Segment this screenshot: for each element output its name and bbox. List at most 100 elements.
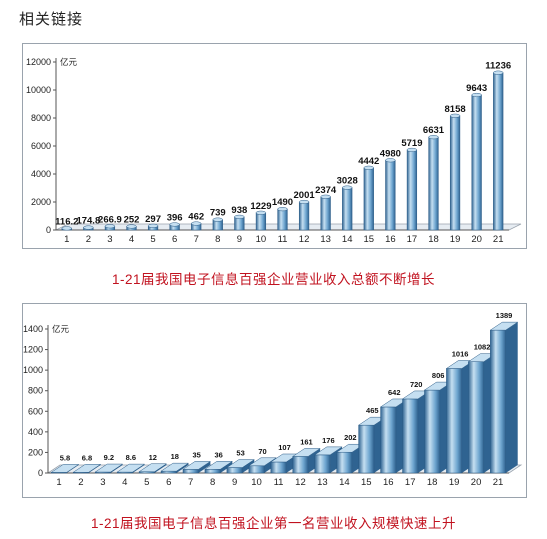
bar [226, 467, 243, 474]
bar [255, 212, 267, 231]
bar-top [72, 464, 102, 473]
x-tick-label: 9 [232, 477, 237, 488]
bar-top [342, 185, 353, 190]
y-tick-label: 0 [46, 225, 51, 235]
x-tick-label: 13 [317, 477, 328, 488]
x-tick-label: 4 [129, 234, 134, 245]
bar-top [489, 321, 519, 331]
data-label: 35 [193, 450, 201, 459]
bar [182, 469, 199, 474]
x-tick-label: 14 [342, 234, 353, 245]
x-tick-label: 20 [471, 234, 482, 245]
y-tick-label: 200 [28, 447, 43, 457]
x-tick-label: 14 [339, 477, 350, 488]
data-label: 174.8 [76, 216, 100, 227]
bar [380, 406, 397, 474]
x-tick-label: 3 [107, 234, 112, 245]
x-tick-label: 12 [295, 477, 306, 488]
y-tick-label: 10000 [26, 85, 51, 95]
bar [342, 187, 353, 231]
x-tick-label: 5 [150, 234, 155, 245]
bar [160, 470, 177, 474]
y-tick-label: 0 [38, 468, 43, 478]
bar [363, 167, 374, 231]
x-tick-label: 1 [64, 234, 69, 245]
bar-side [242, 459, 255, 473]
bar-top [406, 147, 418, 152]
bar-top [226, 459, 256, 468]
data-label: 70 [258, 447, 266, 456]
bar-top [320, 194, 331, 199]
bar [428, 136, 439, 231]
x-tick-label: 7 [188, 477, 193, 488]
x-tick-label: 10 [251, 477, 262, 488]
bar [385, 160, 396, 231]
bar-top [493, 70, 504, 75]
data-label: 161 [300, 437, 313, 446]
y-tick-label: 2000 [31, 197, 51, 207]
x-tick-label: 13 [320, 234, 331, 245]
bar [314, 454, 331, 474]
x-tick-label: 17 [407, 234, 418, 245]
bar [270, 461, 287, 474]
data-label: 53 [236, 449, 244, 458]
bar-side [198, 461, 211, 473]
bar [402, 398, 419, 474]
x-tick-label: 5 [144, 477, 149, 488]
data-label: 4980 [380, 148, 401, 159]
chart-top-company-revenue-svg: 亿元 0 200 400 600 800 1000 1200 1400 5.8 1 6.8 2 9.2 3 8… [23, 311, 523, 488]
x-tick-label: 10 [256, 234, 267, 245]
bar-top [116, 463, 146, 473]
data-label: 465 [366, 406, 379, 415]
bar-top [428, 135, 439, 140]
bar-top [471, 92, 482, 98]
data-label: 11236 [485, 61, 511, 72]
x-tick-label: 2 [86, 234, 91, 245]
x-tick-label: 19 [450, 234, 461, 245]
bar-top [138, 463, 168, 473]
x-tick-label: 15 [361, 477, 372, 488]
data-label: 107 [278, 443, 291, 452]
bar-top [449, 113, 461, 118]
bar [446, 368, 463, 474]
bar [248, 465, 265, 474]
y-tick-label: 1400 [23, 324, 43, 334]
x-tick-label: 7 [194, 234, 199, 245]
bar-side [505, 322, 518, 473]
x-tick-label: 18 [428, 234, 439, 245]
bar-top [212, 217, 223, 222]
x-tick-label: 11 [274, 477, 284, 488]
y-tick-label: 4000 [31, 169, 51, 179]
data-label: 9643 [466, 83, 487, 94]
data-label: 396 [167, 212, 183, 223]
data-label: 297 [145, 214, 161, 225]
page-title: 相关链接 [19, 11, 84, 28]
x-tick-label: 6 [172, 234, 177, 245]
bar [468, 361, 485, 474]
data-label: 1229 [250, 201, 271, 212]
data-label: 266.9 [98, 214, 122, 225]
y-tick-label: 1200 [23, 345, 43, 355]
bar-top [50, 464, 80, 473]
bar-top [83, 225, 94, 230]
bar-side [154, 463, 167, 473]
x-tick-label: 8 [210, 477, 215, 488]
x-tick-label: 3 [100, 477, 105, 488]
bar-top [169, 222, 180, 227]
y-tick-label: 1000 [23, 365, 43, 375]
data-label: 938 [231, 205, 247, 216]
data-label: 252 [124, 214, 140, 225]
data-label: 1016 [452, 349, 469, 358]
x-tick-label: 19 [449, 477, 460, 488]
bar [471, 94, 482, 231]
x-tick-label: 15 [363, 234, 374, 245]
data-label: 176 [322, 436, 335, 445]
x-tick-label: 21 [493, 234, 504, 245]
data-label: 8.6 [126, 453, 136, 462]
x-tick-label: 4 [122, 477, 127, 488]
data-label: 1490 [272, 197, 293, 208]
x-tick-label: 12 [299, 234, 310, 245]
bar-top [363, 165, 374, 170]
data-label: 8158 [445, 104, 466, 115]
y-axis-unit: 亿元 [52, 324, 70, 334]
